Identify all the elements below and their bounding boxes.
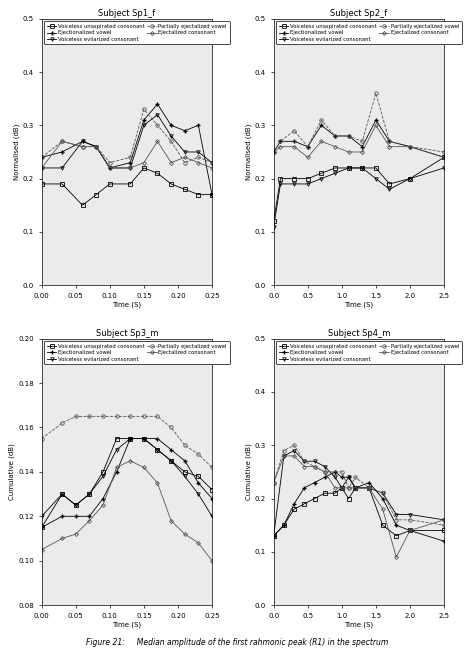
Legend: Voiceless unaspirated consonant, Ejectionalized vowel, Voiceless evilarized cons: Voiceless unaspirated consonant, Ejectio… <box>44 341 229 364</box>
Y-axis label: Cumulative (dB): Cumulative (dB) <box>9 443 16 500</box>
Y-axis label: Normalised (dB): Normalised (dB) <box>13 124 20 180</box>
Text: Figure 21:     Median amplitude of the first rahmonic peak (R1) in the spectrum: Figure 21: Median amplitude of the first… <box>86 638 388 647</box>
X-axis label: Time (S): Time (S) <box>112 302 141 308</box>
X-axis label: Time (S): Time (S) <box>112 621 141 628</box>
Y-axis label: Cumulative (dB): Cumulative (dB) <box>246 443 252 500</box>
X-axis label: Time (S): Time (S) <box>344 621 374 628</box>
Title: Subject Sp1_f: Subject Sp1_f <box>98 9 155 18</box>
X-axis label: Time (S): Time (S) <box>344 302 374 308</box>
Legend: Voiceless unaspirated consonant, Ejectionalized vowel, Voiceless evilarized cons: Voiceless unaspirated consonant, Ejectio… <box>276 21 462 44</box>
Y-axis label: Normalised (dB): Normalised (dB) <box>246 124 252 180</box>
Legend: Voiceless unaspirated consonant, Ejectionalized vowel, Voiceless evilarized cons: Voiceless unaspirated consonant, Ejectio… <box>44 21 229 44</box>
Title: Subject Sp4_m: Subject Sp4_m <box>328 329 390 338</box>
Legend: Voiceless unaspirated consonant, Ejectionalized vowel, Voiceless evilarized cons: Voiceless unaspirated consonant, Ejectio… <box>276 341 462 364</box>
Title: Subject Sp2_f: Subject Sp2_f <box>330 9 387 18</box>
Title: Subject Sp3_m: Subject Sp3_m <box>96 329 158 338</box>
